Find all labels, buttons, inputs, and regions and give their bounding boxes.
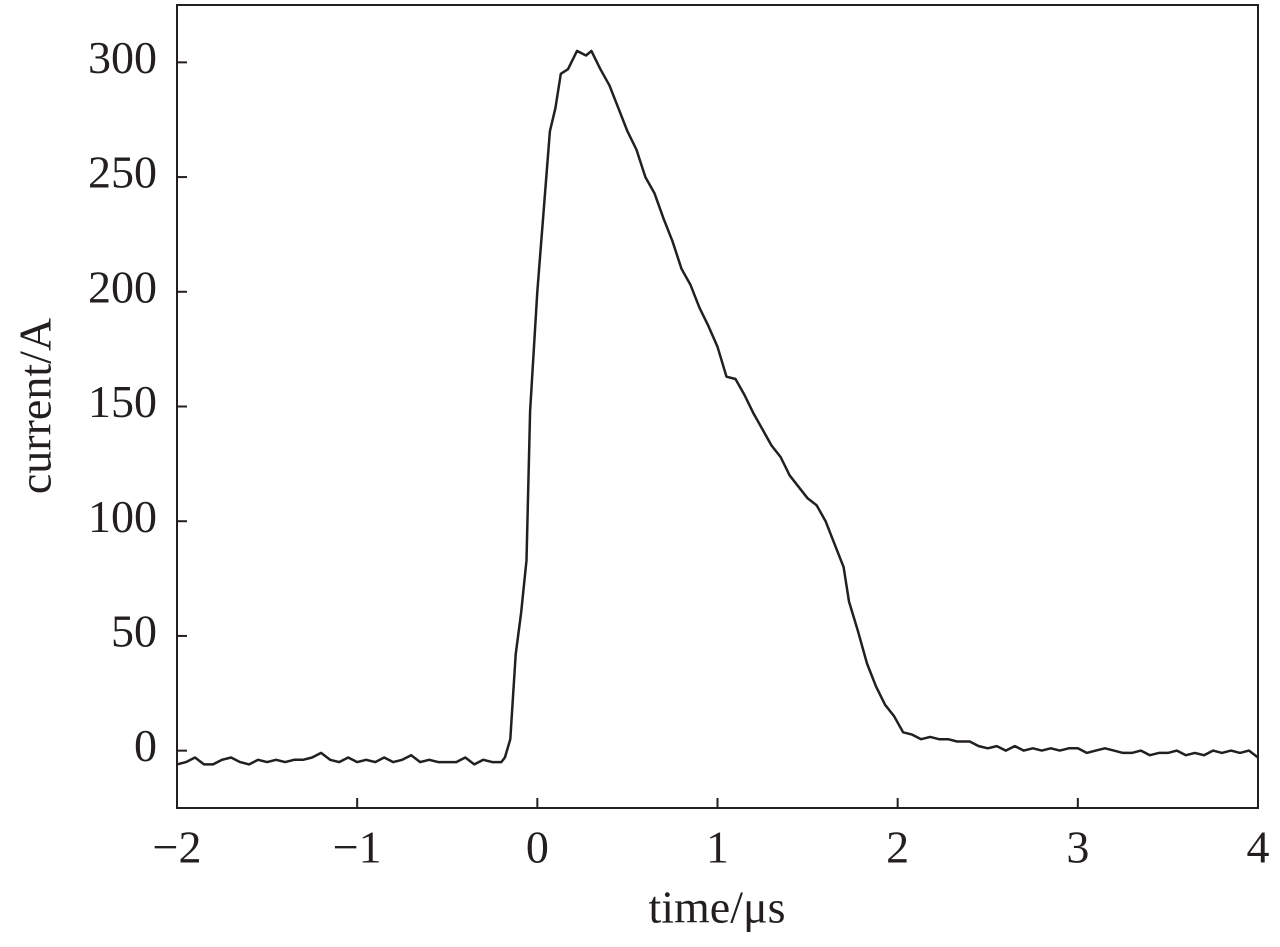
line xyxy=(176,49,1259,766)
y-tick-label: 100 xyxy=(88,491,157,542)
y-tick-label: 250 xyxy=(88,147,157,198)
y-tick-label: 0 xyxy=(134,720,157,771)
y-tick-label: 300 xyxy=(88,32,157,83)
x-tick-label: −2 xyxy=(153,822,202,873)
x-tick-label: 2 xyxy=(886,822,909,873)
x-tick-label: −1 xyxy=(333,822,382,873)
x-axis-label: time/μs xyxy=(648,882,785,933)
x-tick-label: 0 xyxy=(526,822,549,873)
y-axis-label: current/A xyxy=(10,318,61,494)
y-tick-label: 200 xyxy=(88,261,157,312)
x-tick-label: 3 xyxy=(1066,822,1089,873)
y-tick-label: 50 xyxy=(111,605,157,656)
y-tick-label: 150 xyxy=(88,376,157,427)
plot-frame xyxy=(176,4,1259,809)
x-tick-label: 4 xyxy=(1247,822,1270,873)
x-tick-label: 1 xyxy=(706,822,729,873)
